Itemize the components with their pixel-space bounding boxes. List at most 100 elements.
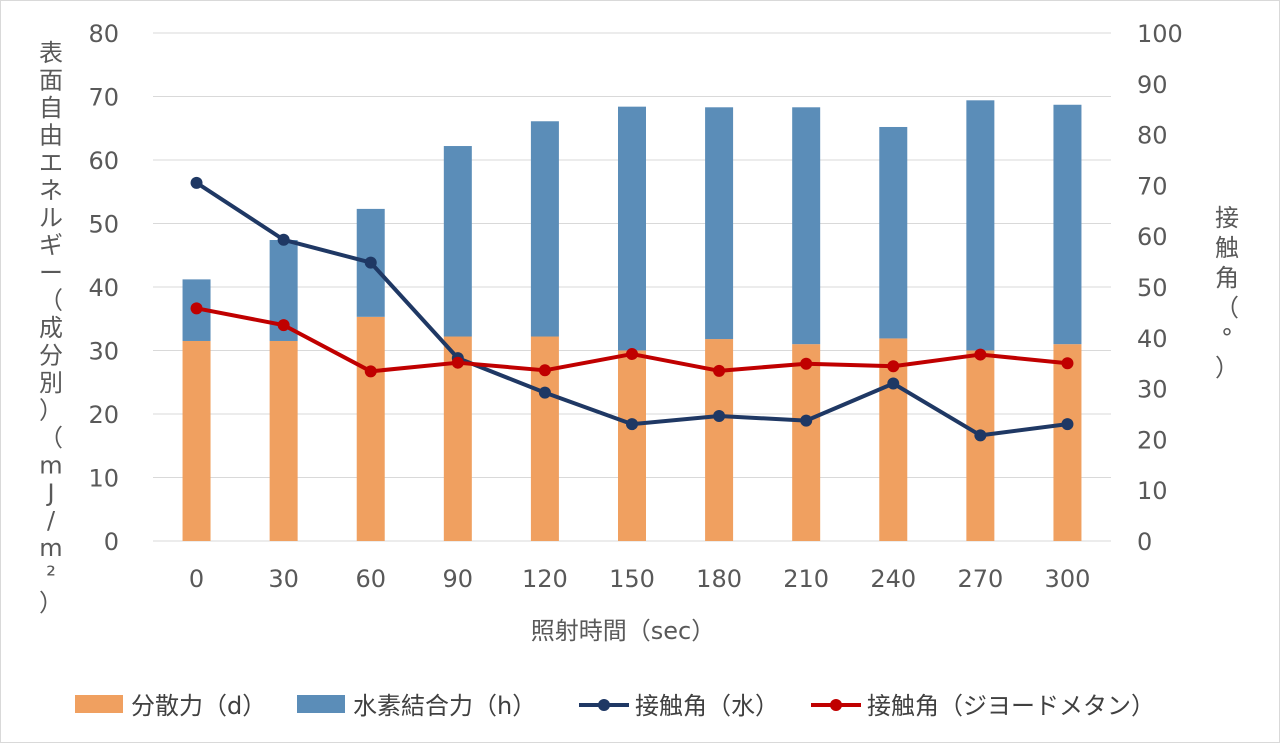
right-axis-tick-label: 0 [1137, 528, 1152, 556]
left-axis-tick-label: 30 [88, 338, 119, 366]
legend-swatch [75, 695, 123, 713]
right-axis-tick-label: 100 [1137, 20, 1183, 48]
x-axis-ticks: 0 30 60 90 120 150 180 210 240 270 300 [189, 565, 1090, 593]
right-axis-title-char: （ [1215, 294, 1239, 322]
data-point [451, 356, 464, 369]
x-axis-tick-label: 120 [522, 565, 568, 593]
right-axis-title-char: 触 [1215, 234, 1239, 262]
legend-label: 分散力（d） [131, 692, 266, 720]
bar-segment [356, 316, 385, 541]
left-axis-title-char: / [47, 507, 56, 535]
bar-segment [443, 336, 472, 541]
x-axis-tick-label: 300 [1045, 565, 1091, 593]
left-axis-title-char: m [39, 534, 62, 562]
left-axis-title-char: エ [39, 149, 63, 177]
right-axis-tick-label: 70 [1137, 172, 1168, 200]
left-axis-tick-label: 0 [104, 528, 119, 556]
x-axis-tick-label: 240 [870, 565, 916, 593]
bar-segment [530, 121, 559, 337]
data-point [277, 319, 290, 332]
legend-marker [830, 699, 842, 711]
x-axis-tick-label: 0 [189, 565, 204, 593]
left-axis-title-char: ² [46, 562, 56, 590]
legend-label: 接触角（ジヨードメタン） [867, 692, 1155, 720]
right-axis-title-char: ° [1221, 324, 1233, 352]
bar-segment [443, 146, 472, 337]
data-point [190, 176, 203, 189]
bar-segment [618, 106, 646, 351]
bar-segment [792, 344, 821, 541]
left-axis-tick-label: 10 [88, 465, 119, 493]
bar-segment [966, 350, 995, 541]
right-axis-tick-label: 30 [1137, 376, 1168, 404]
x-axis-tick-label: 90 [443, 565, 474, 593]
bar-segment [182, 340, 211, 541]
left-axis-title-char: ー [39, 259, 63, 287]
bar-segment [1053, 344, 1082, 541]
right-axis-title-char: 接 [1215, 204, 1239, 232]
data-point [1061, 357, 1074, 370]
left-axis-title-char: 面 [39, 67, 63, 95]
x-axis-tick-label: 180 [696, 565, 742, 593]
right-axis-tick-label: 80 [1137, 122, 1168, 150]
bar-segment [966, 100, 995, 351]
left-axis-title-char: 自 [39, 94, 63, 122]
right-axis-ticks: 0 10 20 30 40 50 60 70 80 90 100 [1137, 20, 1183, 556]
legend-marker [598, 699, 610, 711]
x-axis-tick-label: 60 [355, 565, 386, 593]
left-axis-tick-label: 50 [88, 211, 119, 239]
data-point [887, 377, 900, 390]
left-axis-tick-label: 70 [88, 84, 119, 112]
bars [182, 100, 1082, 541]
left-axis-title-char: ネ [39, 177, 63, 205]
data-point [364, 365, 377, 378]
legend-label: 接触角（水） [635, 692, 779, 720]
legend-label: 水素結合力（h） [353, 692, 536, 720]
data-point [538, 364, 551, 377]
left-axis-title-char: ル [39, 204, 63, 232]
right-axis-title-char: ） [1215, 354, 1239, 382]
data-point [800, 414, 813, 427]
left-axis-tick-label: 20 [88, 401, 119, 429]
legend-swatch [297, 695, 345, 713]
data-point [800, 357, 813, 370]
bar-segment [879, 126, 908, 339]
left-axis-tick-label: 40 [88, 274, 119, 302]
right-axis-tick-label: 50 [1137, 274, 1168, 302]
bar-segment [618, 350, 646, 541]
x-axis-tick-label: 210 [783, 565, 829, 593]
bar-segment [792, 107, 821, 345]
bar-segment [269, 340, 298, 541]
legend-item: 水素結合力（h） [297, 692, 536, 720]
data-point [974, 348, 987, 361]
left-axis-title-char: 表 [39, 39, 63, 67]
x-axis-tick-label: 30 [268, 565, 299, 593]
data-point [974, 429, 987, 442]
x-axis-tick-label: 150 [609, 565, 655, 593]
data-point [1061, 418, 1074, 431]
bar-segment [1053, 104, 1082, 345]
left-axis-title-char: 別 [39, 369, 63, 397]
data-point [713, 410, 726, 423]
left-axis-title-char: m [39, 452, 62, 480]
left-axis-title-char: 分 [39, 342, 63, 370]
right-axis-title: 接触角（°） [1215, 204, 1239, 382]
data-point [887, 360, 900, 373]
data-point [277, 233, 290, 246]
right-axis-tick-label: 40 [1137, 325, 1168, 353]
bar-segment [705, 107, 734, 340]
right-axis-tick-label: 60 [1137, 223, 1168, 251]
data-point [190, 302, 203, 315]
x-axis-tick-label: 270 [957, 565, 1003, 593]
right-axis-title-char: 角 [1215, 264, 1239, 292]
data-point [364, 256, 377, 269]
x-axis-title: 照射時間（sec） [531, 617, 715, 645]
legend-item: 接触角（水） [579, 692, 779, 720]
left-axis-title-char: ） [39, 397, 63, 425]
left-axis-tick-label: 60 [88, 147, 119, 175]
legend-item: 分散力（d） [75, 692, 266, 720]
data-point [713, 364, 726, 377]
right-axis-tick-label: 20 [1137, 426, 1168, 454]
